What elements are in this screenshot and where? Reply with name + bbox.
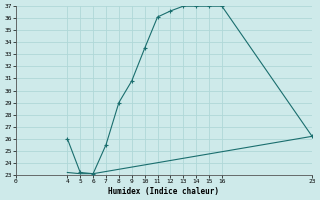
X-axis label: Humidex (Indice chaleur): Humidex (Indice chaleur)	[108, 187, 220, 196]
